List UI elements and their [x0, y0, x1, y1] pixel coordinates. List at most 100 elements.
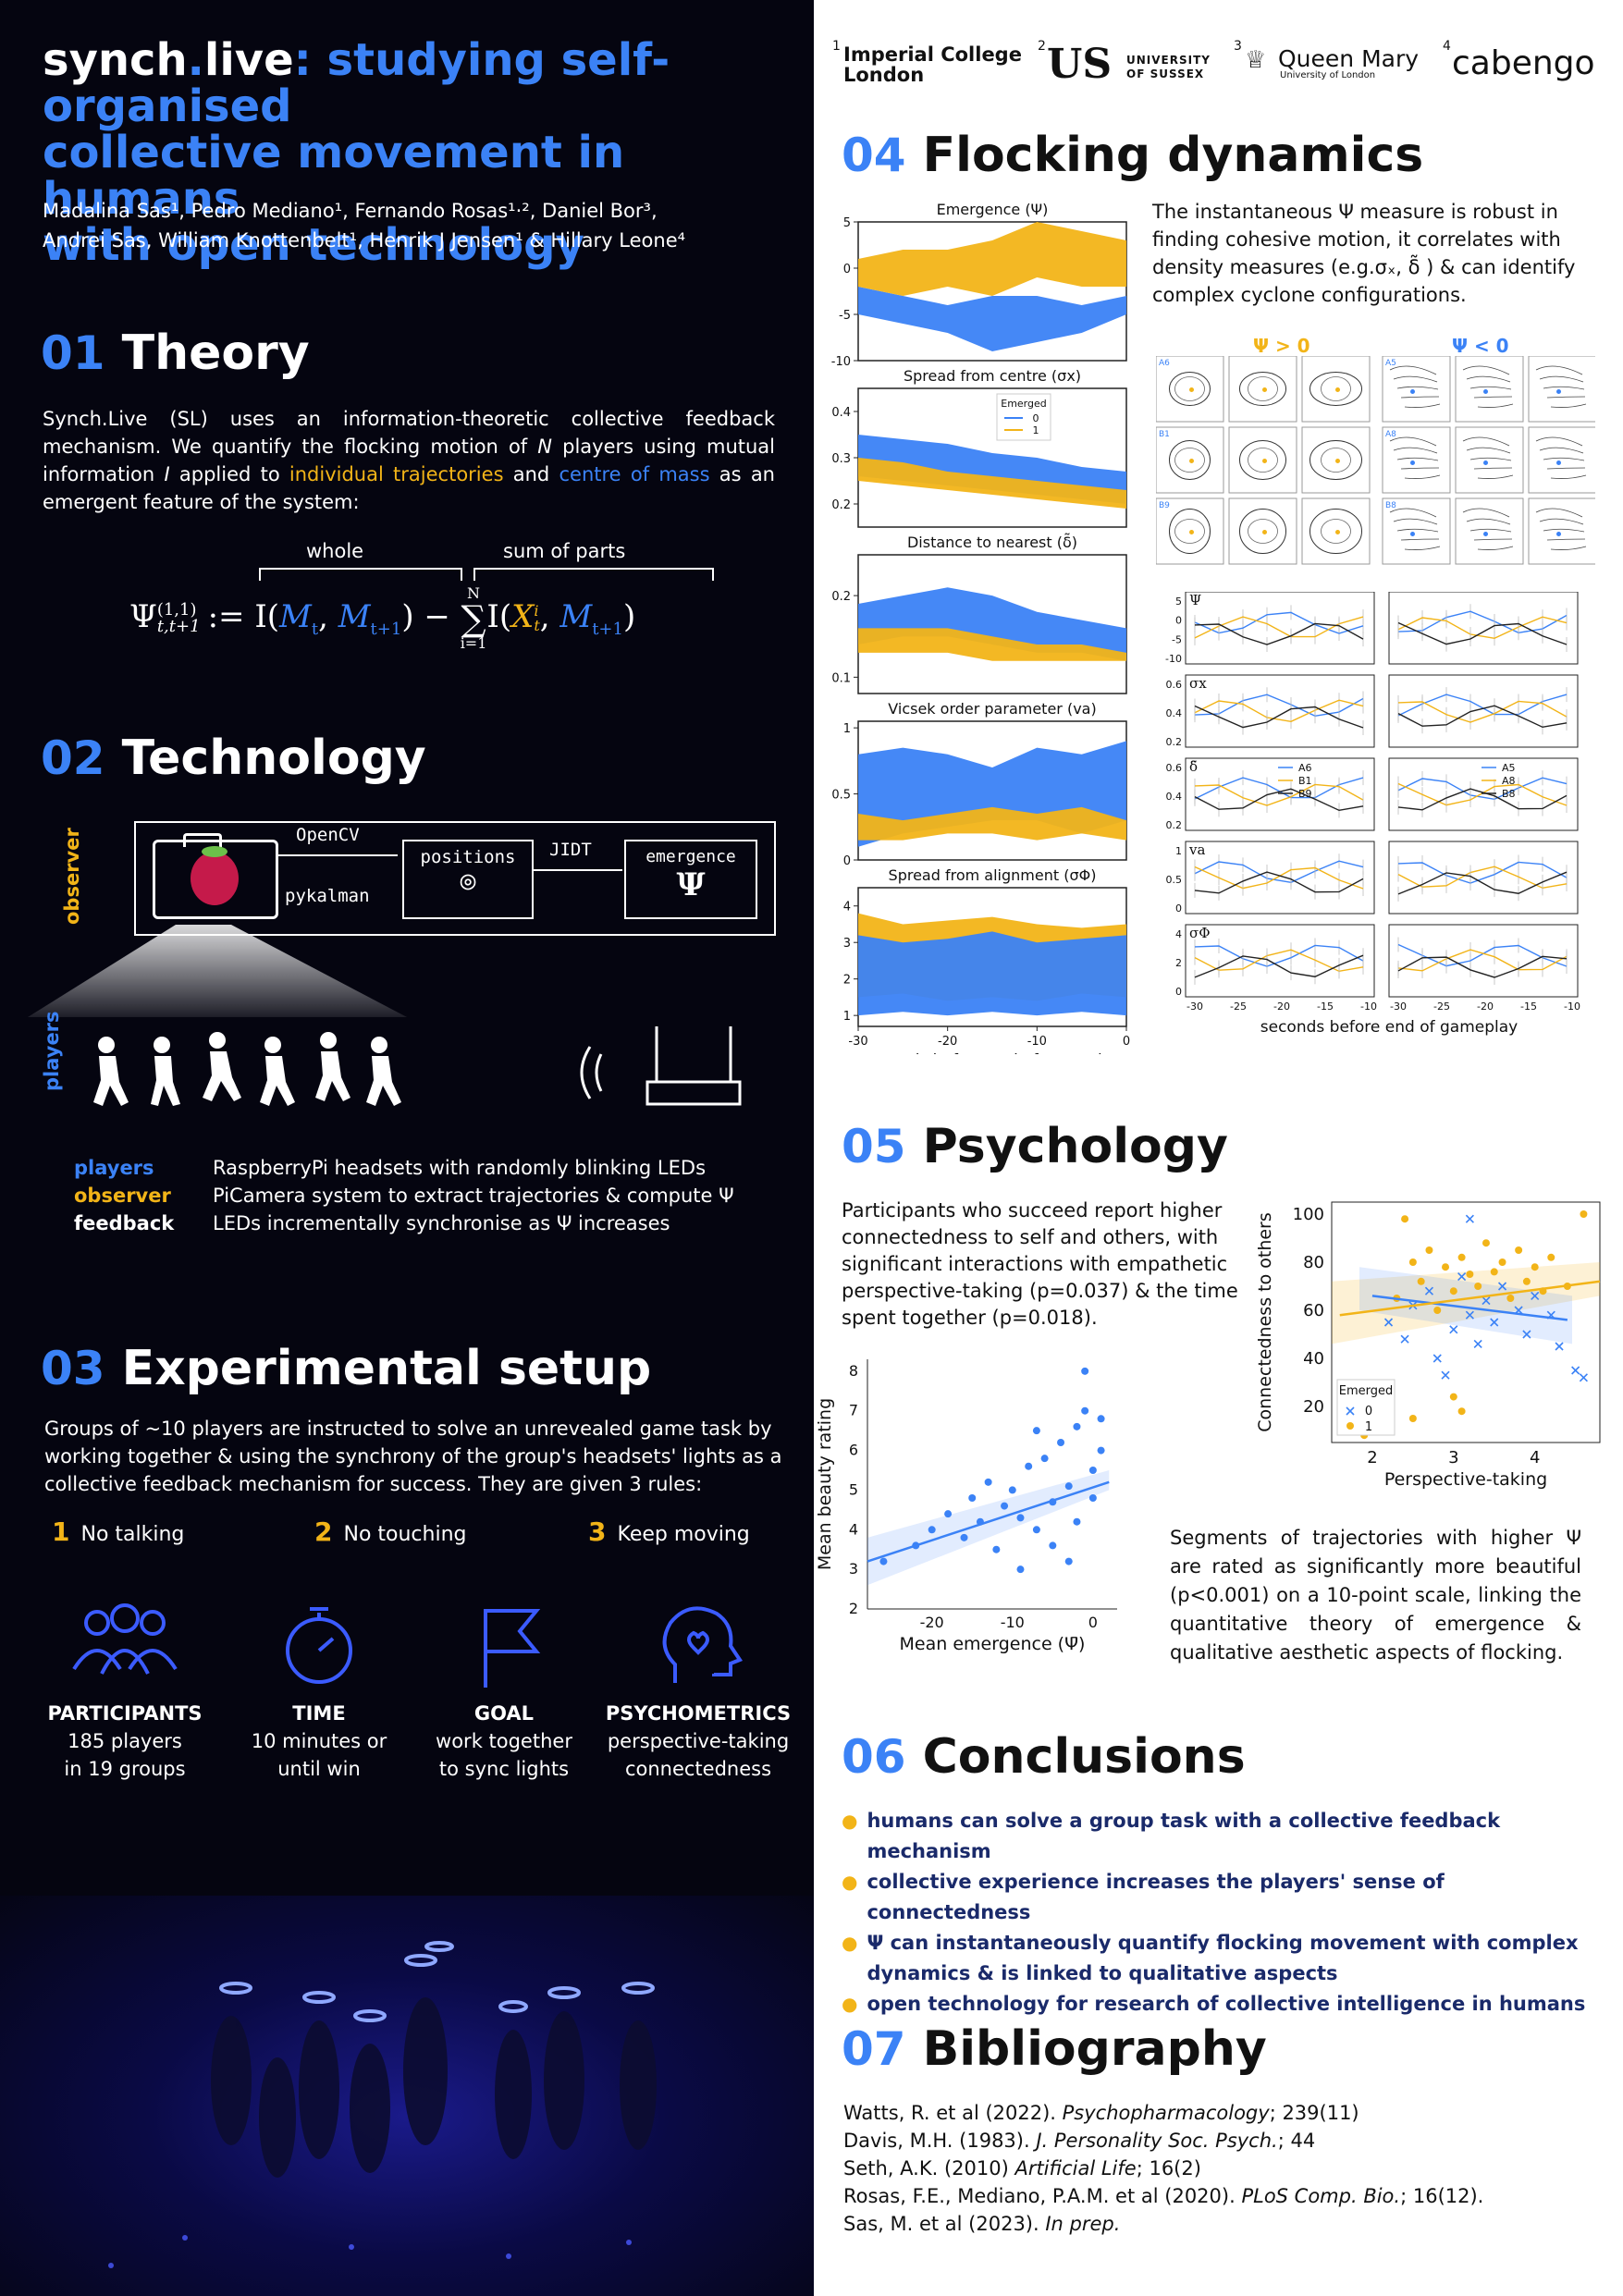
legend-label: 0: [1365, 1405, 1372, 1418]
scatter-point-x: [1482, 1296, 1491, 1306]
y-tick-label: 0: [1175, 902, 1182, 915]
cell-frame: [1382, 356, 1451, 423]
psychometrics-line-2: connectedness: [624, 1758, 772, 1780]
formula-comma: ,: [318, 598, 338, 635]
scatter-point: [1016, 1565, 1025, 1574]
formula-minus: ) −: [401, 598, 461, 635]
psychology-heading: 05 Psychology: [842, 1119, 1228, 1174]
metric-series-line: [1397, 616, 1568, 640]
formula-Mt: M: [279, 598, 312, 635]
metric-series-line: [1397, 705, 1568, 729]
x-tick-label: -25: [1433, 1001, 1450, 1013]
ref-3-journal: Artificial Life: [1014, 2157, 1137, 2179]
conclusions-title: Conclusions: [922, 1729, 1246, 1785]
linear-trajectory: [1546, 396, 1586, 399]
title-rest-3: with open technology: [43, 219, 584, 271]
title-dot: .: [187, 34, 204, 86]
connectedness-scatter: 100 80 60 40 20 2 3 4 Perspective-taking Connecte…: [1255, 1201, 1601, 1490]
centre-of-mass: [1410, 532, 1415, 536]
cell-label: A8: [1385, 430, 1396, 439]
scatter-point-x: [1457, 1272, 1467, 1282]
scatter-point-o: [1417, 1277, 1425, 1285]
poster-title: synch.live: studying self-organised coll…: [43, 37, 801, 268]
circular-trajectory: [1239, 509, 1286, 554]
scatter-point-o: [1474, 1283, 1482, 1290]
metric-frame: [1388, 924, 1579, 998]
circular-trajectory: [1309, 440, 1362, 480]
scatter-point: [1097, 1446, 1105, 1455]
y-tick-label: 0.4: [1166, 791, 1183, 803]
formula-Mt1-sub: t+1: [370, 619, 402, 639]
flocking-title: Flocking dynamics: [922, 128, 1424, 183]
trajectory-cell: [1301, 426, 1371, 494]
technology-number: 02: [41, 731, 105, 785]
theory-text-b: players using mutual information: [43, 436, 776, 485]
scatter-point-x: [1490, 1318, 1499, 1327]
rule-3-label: Keep moving: [617, 1523, 750, 1546]
arrow-2: [532, 869, 622, 871]
y-axis-label: Mean beauty rating: [815, 1398, 835, 1570]
scatter-point: [1049, 1541, 1057, 1550]
metric-panel: [1388, 674, 1579, 748]
scatter-point-x: [1571, 1366, 1580, 1375]
scatter-area: [1331, 1201, 1601, 1443]
scatter-point: [1016, 1514, 1025, 1522]
metric-series-line: [1194, 944, 1364, 967]
linear-trajectory: [1546, 538, 1586, 541]
head-heart-icon: [662, 1606, 744, 1683]
linear-trajectory: [1539, 375, 1584, 383]
rule-2-label: No touching: [343, 1523, 467, 1546]
formula-M2: M: [559, 598, 593, 635]
rule-3-number: 3: [588, 1516, 607, 1547]
trajectory-cell: [1228, 356, 1297, 423]
theory-centre-of-mass: centre of mass: [559, 463, 710, 485]
y-tick-label: 1: [1175, 845, 1182, 857]
y-tick-label: 0.5: [831, 789, 851, 803]
psychometrics-line-1: perspective-taking: [607, 1730, 790, 1752]
reference: Rosas, F.E., Mediano, P.A.M. et al (2020…: [843, 2182, 1602, 2210]
psychology-number: 05: [842, 1120, 906, 1173]
scatter-point: [1064, 1482, 1073, 1491]
trajectory-cell: [1228, 426, 1297, 494]
panel-title: Spread from alignment (σΦ): [889, 866, 1097, 884]
metric-label: σx: [1189, 675, 1207, 692]
metric-panel: [1388, 924, 1579, 998]
y-tick-label: 4: [849, 1520, 858, 1538]
scatter-point-o: [1515, 1246, 1523, 1254]
y-tick-label: 0: [1175, 986, 1182, 998]
x-tick-label: 0: [1088, 1614, 1098, 1631]
y-tick-label: 5: [843, 216, 851, 230]
linear-trajectory: [1550, 546, 1587, 550]
participants-line-1: 185 players: [68, 1730, 182, 1752]
legend-title: Emerged: [1001, 398, 1047, 410]
panel-3: 10.50: [831, 720, 1127, 868]
circular-trajectory: [1321, 376, 1351, 401]
panel-title: Vicsek order parameter (va): [888, 700, 1096, 718]
scatter-point-x: [1465, 1310, 1474, 1320]
linear-trajectory: [1477, 403, 1514, 408]
linear-trajectory: [1473, 467, 1513, 470]
experiment-photo: [0, 1896, 814, 2296]
y-tick-label: 0: [843, 854, 851, 868]
legend-label: 0: [1033, 412, 1039, 424]
logo-1-number: 1: [832, 39, 841, 54]
circular-trajectory: [1321, 448, 1351, 473]
scatter-point-o: [1531, 1263, 1539, 1271]
scatter-point: [1032, 1526, 1040, 1534]
centre-of-mass: [1410, 389, 1415, 394]
psi-positive-label: Ψ > 0: [1253, 335, 1310, 357]
scatter-point: [1040, 1455, 1049, 1463]
positions-box: positions ⌾: [402, 840, 534, 919]
legend-title: Emerged: [1339, 1384, 1394, 1398]
metric-series-line: [1397, 777, 1568, 801]
scatter-point-o: [1457, 1407, 1466, 1416]
scatter-point: [944, 1510, 953, 1518]
scatter-point-o: [1408, 1259, 1417, 1266]
centre-of-mass: [1483, 460, 1488, 465]
legend-label: B9: [1298, 788, 1312, 800]
formula-def: := I(: [207, 598, 280, 635]
ci-band-0: [1359, 1267, 1572, 1344]
metric-series-line: [1194, 860, 1364, 884]
technology-heading: 02 Technology: [41, 731, 426, 786]
